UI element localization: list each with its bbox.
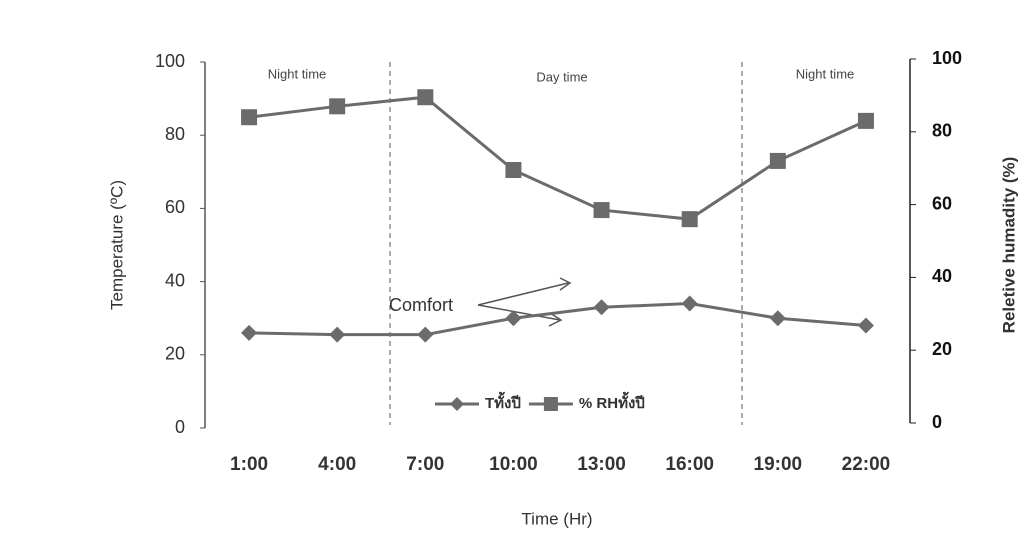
marker [241, 325, 257, 341]
y-tick-label: 20 [165, 344, 185, 364]
x-tick-label: 16:00 [665, 454, 714, 475]
marker [594, 202, 610, 218]
marker [594, 299, 610, 315]
x-tick-label: 13:00 [577, 454, 626, 475]
legend-label: Tทั้งปี [485, 391, 521, 412]
y-tick-label: 60 [165, 197, 185, 217]
chart: Temperature (ºC) Reletive humadity (%) T… [0, 0, 1026, 533]
marker [417, 327, 433, 343]
y2-tick-label: 100 [932, 48, 962, 68]
marker [329, 327, 345, 343]
x-tick-label: 4:00 [318, 454, 356, 475]
annotation: Night time [268, 66, 327, 81]
y2-tick-label: 40 [932, 266, 952, 286]
legend-marker [544, 397, 558, 411]
marker [329, 98, 345, 114]
y2-tick-label: 60 [932, 193, 952, 213]
annotation: Night time [796, 66, 855, 81]
marker [858, 318, 874, 334]
annotation: Day time [536, 69, 587, 84]
marker [241, 109, 257, 125]
x-tick-label: 7:00 [406, 454, 444, 475]
legend-marker [450, 397, 464, 411]
y-tick-label: 0 [175, 417, 185, 437]
x-tick-label: 10:00 [489, 454, 538, 475]
x-tick-label: 19:00 [754, 454, 803, 475]
x-axis-title: Time (Hr) [521, 509, 592, 528]
y-tick-label: 100 [155, 51, 185, 71]
y2-tick-label: 20 [932, 339, 952, 359]
y-tick-label: 40 [165, 270, 185, 290]
y-axis-title: Temperature (ºC) [107, 180, 126, 310]
marker [417, 89, 433, 105]
marker [682, 296, 698, 312]
marker [770, 310, 786, 326]
annotation: Comfort [389, 295, 453, 315]
y-tick-label: 80 [165, 124, 185, 144]
marker [770, 153, 786, 169]
legend-label: % RHทั้งปี [579, 391, 645, 412]
x-tick-label: 1:00 [230, 454, 268, 475]
x-tick-label: 22:00 [842, 454, 891, 475]
marker [682, 211, 698, 227]
y2-tick-label: 80 [932, 121, 952, 141]
marker [505, 162, 521, 178]
y2-axis-title: Reletive humadity (%) [999, 157, 1018, 334]
marker [858, 113, 874, 129]
y2-tick-label: 0 [932, 412, 942, 432]
comfort-arrows [478, 278, 570, 326]
